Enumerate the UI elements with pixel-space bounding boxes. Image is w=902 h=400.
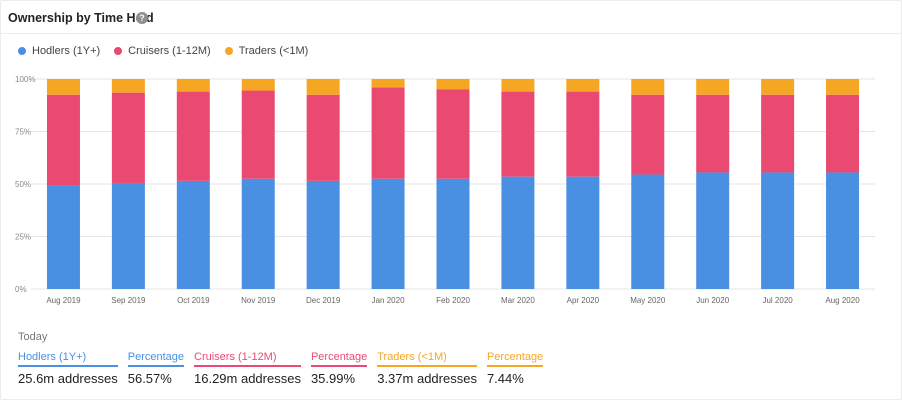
y-tick-label: 25% — [15, 233, 31, 242]
legend-item-traders[interactable]: Traders (<1M) — [224, 45, 309, 57]
bar-segment-cruisers[interactable] — [176, 91, 210, 181]
x-tick-label: Aug 2020 — [825, 296, 860, 305]
x-tick-label: Apr 2020 — [567, 296, 600, 305]
summary-stat-value: 35.99% — [310, 371, 356, 386]
bar-segment-hodlers[interactable] — [696, 172, 730, 289]
bar-segment-hodlers[interactable] — [566, 176, 600, 289]
bar-segment-traders[interactable] — [306, 79, 340, 95]
bar-segment-hodlers[interactable] — [436, 178, 470, 289]
bar-segment-hodlers[interactable] — [371, 178, 405, 289]
x-tick-label: Dec 2019 — [306, 296, 341, 305]
bar-segment-hodlers[interactable] — [111, 182, 145, 289]
summary-stat: Percentage 56.57% — [127, 351, 184, 386]
question-circle-icon[interactable]: ? — [136, 12, 148, 24]
legend-dot-traders — [224, 47, 233, 55]
bar-segment-hodlers[interactable] — [826, 172, 860, 289]
summary-stat-value: 25.6m addresses — [18, 371, 118, 386]
summary-stat-label: Cruisers (1-12M) — [194, 351, 301, 367]
bar-segment-cruisers[interactable] — [241, 90, 275, 179]
bar-segment-traders[interactable] — [436, 79, 470, 90]
legend-dot-cruisers — [114, 47, 123, 55]
bar-segment-cruisers[interactable] — [566, 91, 600, 177]
summary-stat: Percentage 7.44% — [486, 351, 544, 386]
x-tick-label: Nov 2019 — [241, 296, 276, 305]
bar-segment-hodlers[interactable] — [501, 176, 535, 289]
bar-segment-hodlers[interactable] — [761, 172, 795, 289]
x-tick-label: Mar 2020 — [501, 296, 535, 305]
summary-heading: Today — [18, 331, 48, 343]
bar-segment-traders[interactable] — [111, 79, 145, 93]
x-tick-label: Jul 2020 — [762, 296, 793, 305]
bar-segment-hodlers[interactable] — [241, 178, 275, 289]
y-tick-label: 0% — [15, 285, 27, 294]
bar-segment-traders[interactable] — [46, 79, 80, 95]
bar-segment-cruisers[interactable] — [111, 92, 145, 183]
summary-stat-label: Percentage — [127, 351, 184, 367]
y-tick-label: 75% — [15, 128, 31, 137]
bar-segment-cruisers[interactable] — [306, 94, 340, 181]
x-tick-label: Aug 2019 — [46, 296, 81, 305]
y-tick-label: 100% — [15, 75, 35, 84]
summary-stat: Cruisers (1-12M) 16.29m addresses — [194, 351, 301, 386]
bar-segment-traders[interactable] — [631, 79, 665, 95]
summary-stat-label: Percentage — [310, 351, 368, 367]
bar-segment-cruisers[interactable] — [501, 91, 535, 177]
bar-segment-hodlers[interactable] — [176, 180, 210, 289]
bar-segment-cruisers[interactable] — [631, 94, 665, 175]
page-title: Ownership by Time Held — [8, 11, 154, 25]
legend-item-hodlers[interactable]: Hodlers (1Y+) — [18, 45, 100, 57]
bar-segment-hodlers[interactable] — [306, 180, 340, 289]
x-tick-label: Sep 2019 — [111, 296, 146, 305]
bar-segment-cruisers[interactable] — [371, 87, 405, 179]
summary-stat-value: 16.29m addresses — [194, 371, 301, 386]
summary-stat-value: 3.37m addresses — [377, 371, 477, 386]
bar-segment-cruisers[interactable] — [436, 89, 470, 179]
bar-segment-traders[interactable] — [501, 79, 535, 92]
bar-segment-traders[interactable] — [241, 79, 275, 91]
bar-segment-cruisers[interactable] — [696, 94, 730, 173]
card-header: Ownership by Time Held ? — [1, 1, 901, 34]
summary-stat-label: Traders (<1M) — [377, 351, 477, 367]
summary-stat-label: Hodlers (1Y+) — [18, 351, 118, 367]
x-tick-label: Oct 2019 — [177, 296, 210, 305]
bar-segment-cruisers[interactable] — [761, 94, 795, 173]
summary-stat: Hodlers (1Y+) 25.6m addresses — [18, 351, 118, 386]
bar-segment-hodlers[interactable] — [631, 174, 665, 289]
bar-segment-traders[interactable] — [566, 79, 600, 92]
y-tick-label: 50% — [15, 180, 31, 189]
bar-segment-traders[interactable] — [826, 79, 860, 95]
legend-label-hodlers: Hodlers (1Y+) — [32, 45, 101, 57]
bar-segment-hodlers[interactable] — [46, 185, 80, 289]
summary-stat-value: 7.44% — [486, 371, 524, 386]
stacked-bar-chart: 0% 25% 50% 75% 100% Aug 2019 Sep 2019 Oct 2019 N… — [15, 75, 875, 305]
legend-dot-hodlers — [18, 47, 26, 55]
summary-stat-value: 56.57% — [127, 371, 172, 386]
summary-stat: Traders (<1M) 3.37m addresses — [377, 351, 477, 386]
x-tick-label: May 2020 — [630, 296, 666, 305]
bar-segment-traders[interactable] — [696, 79, 730, 95]
summary-stats: Hodlers (1Y+) 25.6m addresses Percentage 56… — [18, 351, 553, 386]
x-tick-label: Jan 2020 — [372, 296, 405, 305]
bar-segment-traders[interactable] — [761, 79, 795, 95]
bar-segment-traders[interactable] — [176, 79, 210, 92]
x-tick-label: Feb 2020 — [436, 296, 470, 305]
x-tick-label: Jun 2020 — [696, 296, 729, 305]
summary-stat-label: Percentage — [486, 351, 544, 367]
legend-item-cruisers[interactable]: Cruisers (1-12M) — [114, 45, 211, 57]
bar-segment-cruisers[interactable] — [826, 94, 860, 173]
bar-segment-cruisers[interactable] — [46, 94, 80, 186]
bar-segment-traders[interactable] — [371, 79, 405, 88]
legend-label-cruisers: Cruisers (1-12M) — [128, 45, 211, 57]
legend-label-traders: Traders (<1M) — [238, 45, 309, 57]
summary-stat: Percentage 35.99% — [310, 351, 368, 386]
chart-legend: Hodlers (1Y+) Cruisers (1-12M) Traders (… — [18, 43, 322, 59]
